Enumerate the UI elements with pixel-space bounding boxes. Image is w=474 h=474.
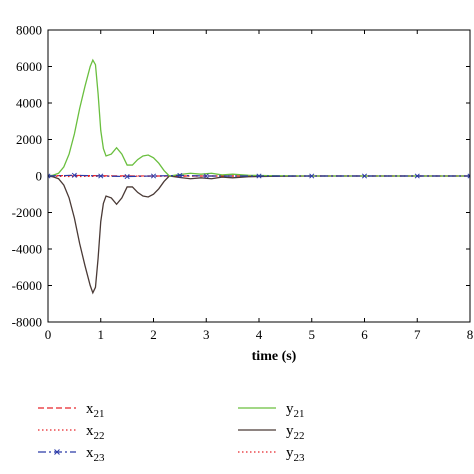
legend-label: y22 bbox=[286, 423, 305, 442]
y-tick-label: -6000 bbox=[12, 278, 42, 293]
series-marker-x23 bbox=[177, 172, 183, 179]
legend-item-x21: x21 bbox=[38, 401, 105, 420]
x-tick-label: 2 bbox=[150, 327, 157, 342]
series-marker-x23 bbox=[124, 173, 130, 180]
y-axis-ticks: 8000 6000 4000 2000 0 -2000 -4000 -6000 -8000 bbox=[12, 23, 470, 330]
legend-item-y22: y22 bbox=[238, 423, 305, 442]
series-marker-x23 bbox=[98, 173, 104, 179]
series-marker-x23 bbox=[256, 173, 262, 179]
legend-item-x23: x23 bbox=[38, 445, 105, 464]
y-tick-label: -2000 bbox=[12, 205, 42, 220]
series-marker-x23 bbox=[150, 173, 157, 179]
series-line-x23 bbox=[48, 174, 470, 178]
x-tick-label: 5 bbox=[309, 327, 316, 342]
legend: x21 x22 x23 y21 y22 y23 bbox=[38, 401, 305, 464]
y-tick-label: 2000 bbox=[16, 132, 42, 147]
series-marker-x23 bbox=[361, 173, 368, 179]
x-axis-label: time (s) bbox=[252, 349, 297, 364]
legend-label: y23 bbox=[286, 445, 305, 464]
legend-label: x22 bbox=[86, 423, 105, 442]
plot-frame bbox=[47, 29, 471, 323]
x-tick-label: 7 bbox=[414, 327, 421, 342]
x-tick-label: 1 bbox=[98, 327, 105, 342]
x-tick-label: 6 bbox=[361, 327, 368, 342]
legend-label: y21 bbox=[286, 401, 305, 420]
y-tick-label: 6000 bbox=[16, 59, 42, 74]
series-marker-x23 bbox=[203, 173, 209, 179]
y-tick-label: -4000 bbox=[12, 242, 42, 257]
x-tick-label: 0 bbox=[45, 327, 52, 342]
y-tick-label: -8000 bbox=[12, 315, 42, 330]
series-layer bbox=[48, 58, 470, 295]
series-marker-x23 bbox=[414, 173, 420, 179]
series-line-y21 bbox=[48, 58, 470, 177]
series-marker-x23 bbox=[71, 172, 77, 178]
series-marker-x23 bbox=[467, 173, 470, 179]
series-line-y22 bbox=[48, 175, 470, 295]
y-tick-label: 0 bbox=[36, 169, 43, 184]
series-marker-x23 bbox=[48, 173, 51, 179]
y-tick-label: 4000 bbox=[16, 96, 42, 111]
y-tick-label: 8000 bbox=[16, 23, 42, 38]
x-tick-label: 3 bbox=[203, 327, 210, 342]
legend-item-y21: y21 bbox=[238, 401, 305, 420]
series-marker-x23 bbox=[309, 173, 315, 179]
legend-label: x21 bbox=[86, 401, 105, 420]
legend-label: x23 bbox=[86, 445, 105, 464]
x-tick-label: 4 bbox=[256, 327, 263, 342]
legend-item-y23: y23 bbox=[238, 445, 305, 464]
x-axis-ticks: 0 1 2 3 4 5 6 7 8 bbox=[45, 30, 474, 342]
legend-marker bbox=[54, 449, 60, 455]
legend-item-x22: x22 bbox=[38, 423, 105, 442]
x-tick-label: 8 bbox=[467, 327, 474, 342]
